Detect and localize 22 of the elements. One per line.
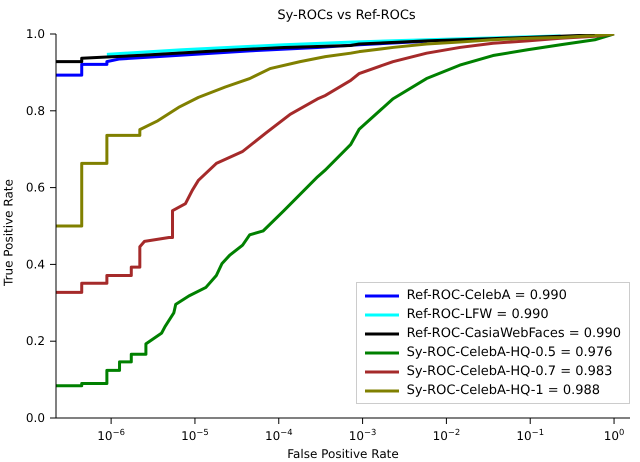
y-axis-title: True Positive Rate bbox=[1, 179, 16, 287]
x-tick-label: 10$^{−5}$ bbox=[181, 427, 209, 443]
legend-label: Ref-ROC-CelebA = 0.990 bbox=[406, 287, 567, 305]
x-tick-label: 10$^{−6}$ bbox=[97, 427, 125, 443]
x-tick-label: 10$^{−3}$ bbox=[348, 427, 376, 443]
legend-label: Sy-ROC-CelebA-HQ-1 = 0.988 bbox=[406, 382, 600, 400]
legend-label: Ref-ROC-LFW = 0.990 bbox=[406, 306, 549, 324]
x-tick-label: 10$^{−2}$ bbox=[432, 427, 460, 443]
x-tick-label: 10$^{−1}$ bbox=[516, 427, 544, 443]
legend-label: Ref-ROC-CasiaWebFaces = 0.990 bbox=[406, 325, 621, 343]
y-tick-label: 0.6 bbox=[26, 180, 45, 195]
y-tick-label: 0.0 bbox=[26, 411, 45, 425]
y-tick-label: 0.2 bbox=[26, 334, 45, 348]
x-axis-title: False Positive Rate bbox=[287, 447, 399, 461]
chart-title: Sy-ROCs vs Ref-ROCs bbox=[276, 8, 417, 23]
y-tick-label: 0.4 bbox=[26, 257, 45, 272]
y-tick-label: 1.0 bbox=[26, 27, 45, 41]
x-tick-label: 10$^{0}$ bbox=[604, 427, 624, 443]
legend-label: Sy-ROC-CelebA-HQ-0.5 = 0.976 bbox=[406, 344, 612, 362]
legend-label: Sy-ROC-CelebA-HQ-0.7 = 0.983 bbox=[406, 363, 612, 381]
y-tick-label: 0.8 bbox=[26, 104, 45, 118]
x-tick-label: 10$^{−4}$ bbox=[264, 427, 293, 443]
